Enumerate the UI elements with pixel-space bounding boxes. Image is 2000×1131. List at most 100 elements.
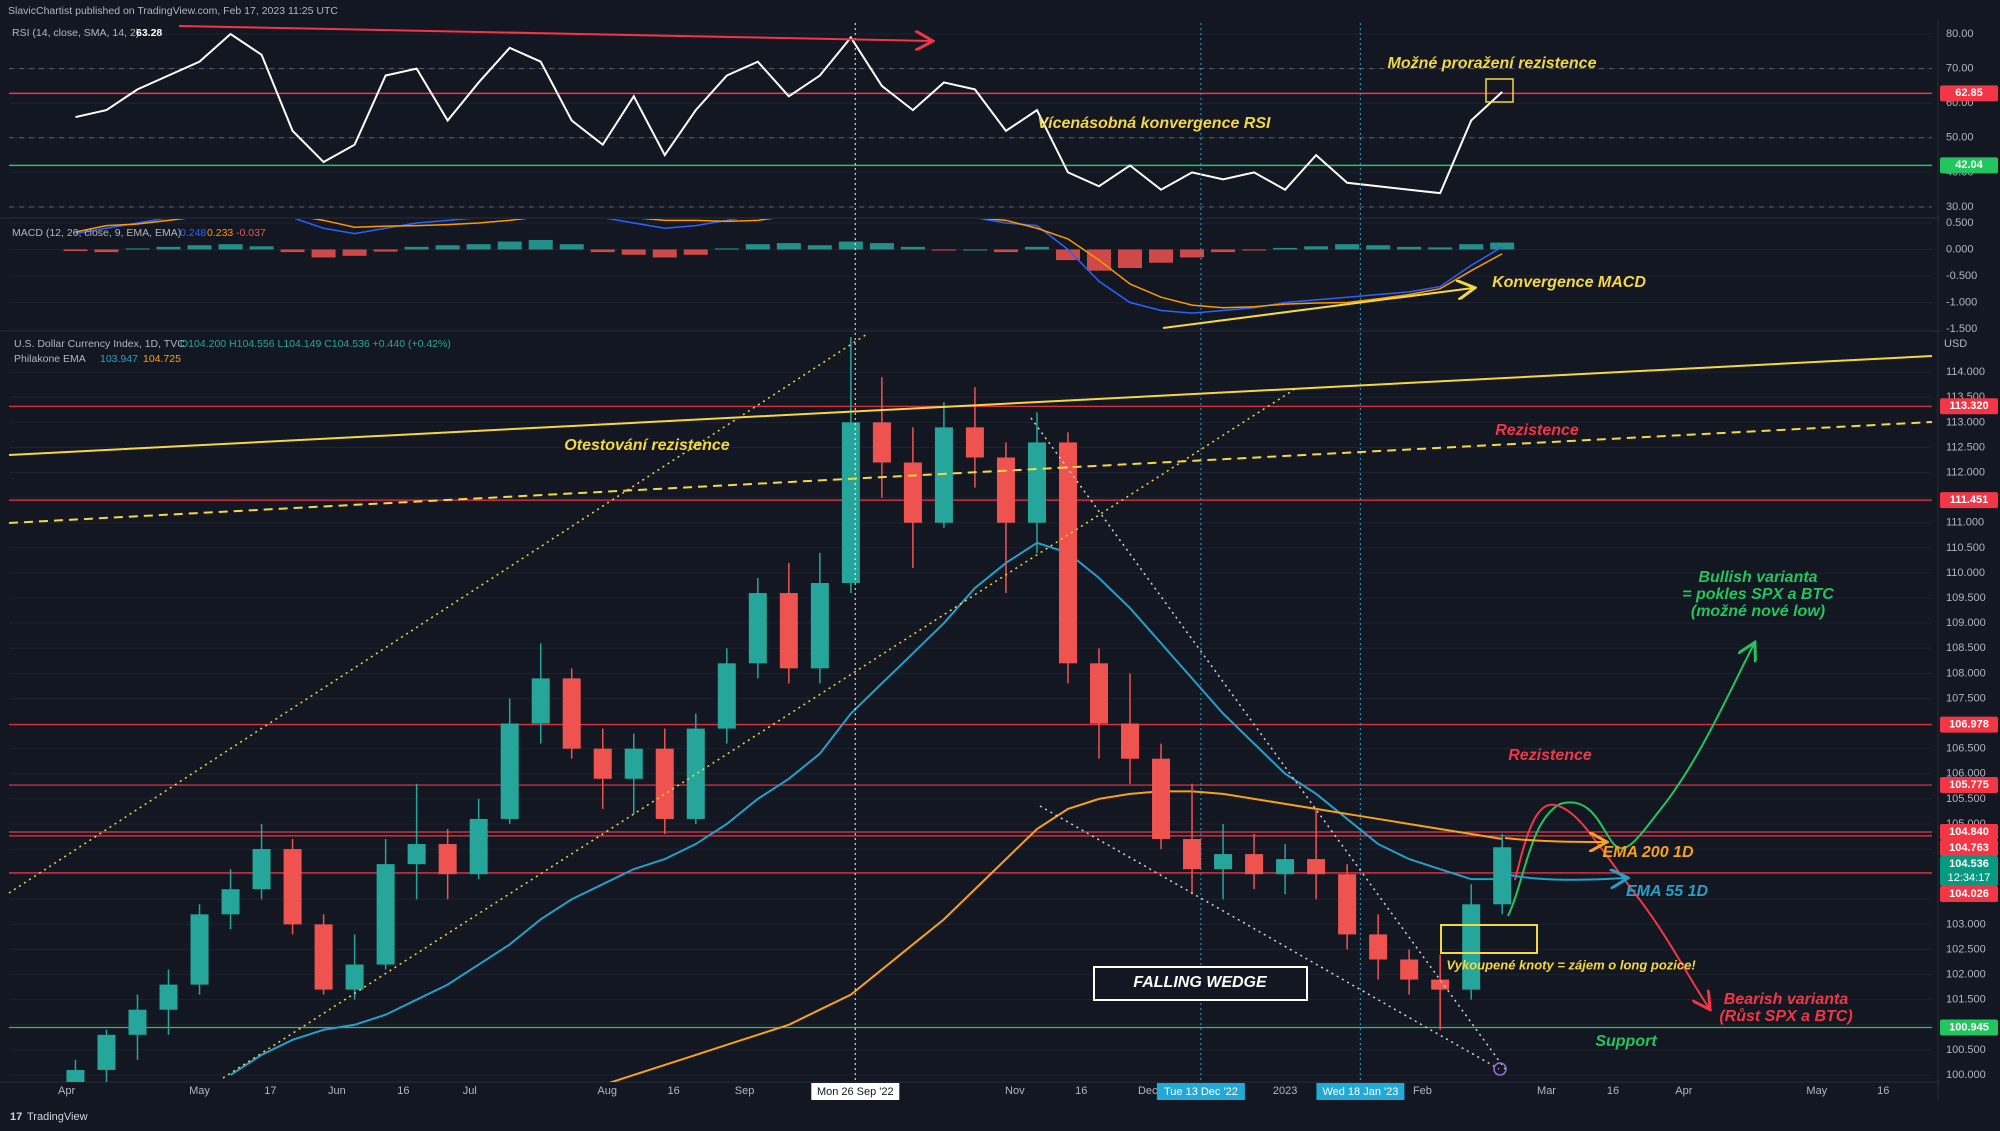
y-tick-label: 100.500 [1946,1044,1986,1056]
candle-body [469,818,488,875]
candle-body [1338,874,1357,935]
price-badge-label: 104.026 [1949,888,1989,900]
x-tick-label: Dec [1138,1085,1158,1097]
bullish-scenario [1507,644,1754,917]
x-tick-label: 16 [1075,1085,1087,1097]
y-tick-label: 106.000 [1946,768,1986,780]
histogram-bar [1335,244,1360,250]
y-tick-label: 108.000 [1946,667,1986,679]
candle-body [376,864,395,965]
macd-title: MACD (12, 26, close, 9, EMA, EMA) [12,227,181,239]
candle-body [779,593,798,669]
y-tick-label: 101.500 [1946,994,1986,1006]
annotation: Vícenásobná konvergence RSI [1038,115,1272,132]
histogram-bar [218,244,243,250]
histogram-bar [962,249,987,251]
indicator-line [608,790,1503,1082]
histogram-bar [311,249,336,258]
annotation: Rezistence [1508,747,1592,764]
x-tick-label: 16 [1607,1085,1619,1097]
x-tick-label: Sep [735,1085,755,1097]
annotation: Konvergence MACD [1492,274,1646,291]
y-tick-label: 105.500 [1946,793,1986,805]
histogram-bar [900,246,925,250]
candle-body [1307,859,1326,875]
candle-body [1089,663,1108,724]
x-tick-label: Jun [328,1085,346,1097]
y-tick-label: 106.500 [1946,743,1986,755]
candle-body [562,678,581,749]
histogram-bar [125,248,150,250]
histogram-bar [776,243,801,250]
y-tick-label: 0.500 [1946,217,1974,229]
candle-body [221,889,240,915]
annotation: Otestování rezistence [564,437,730,454]
annotation: Support [1595,1033,1657,1050]
annotation: Rezistence [1495,422,1579,439]
y-tick-label: 80.00 [1946,28,1974,40]
price-badge-label: 104.840 [1949,826,1989,838]
price-badge [1940,855,1998,886]
date-badge [1156,1083,1245,1100]
histogram-bar [1024,246,1049,250]
histogram-bar [838,241,863,250]
publish-info: SlavicChartist published on TradingView.… [8,5,338,17]
histogram-bar [590,249,615,253]
footer-brand: TradingView [27,1111,88,1123]
annotation: (možné nové low) [1691,603,1825,620]
candle-body [1058,442,1077,664]
rsi-highlight-box [1485,78,1514,103]
y-tick-label: 109.500 [1946,592,1986,604]
histogram-bar [156,246,181,250]
y-tick-label: 111.000 [1946,517,1984,529]
macd-last: 0.248 [180,227,206,239]
annotation: Možné proražení rezistence [1388,55,1597,72]
candle-body [1152,758,1171,840]
price-badge [1940,823,1998,840]
wedge-upper-line [1030,417,1506,1070]
x-tick-label: 16 [1877,1085,1889,1097]
candle-body [345,964,364,990]
y-tick-label: 0.000 [1946,243,1974,255]
symbol-title: U.S. Dollar Currency Index, 1D, TVC [14,338,185,350]
histogram-bar [1397,246,1422,250]
histogram-bar [528,239,553,250]
histogram-bar [1428,247,1453,250]
y-tick-label: 114.000 [1946,366,1985,378]
x-tick-label: Aug [597,1085,617,1097]
date-label: Tue 13 Dec '22 [1164,1086,1238,1098]
currency-label: USD [1944,338,1967,350]
y-tick-label: 103.000 [1946,918,1986,930]
price-badge [1940,492,1998,509]
candle-body [1276,859,1295,875]
candle-body [66,1069,85,1082]
indicator-line [230,541,1503,1076]
histogram-bar [497,241,522,250]
candle-body [500,723,519,819]
indicator-value: 104.725 [143,353,181,365]
annotation: Bullish varianta [1698,569,1817,586]
x-tick-label: May [1806,1085,1827,1097]
y-tick-label: 102.000 [1946,968,1986,980]
histogram-bar [714,248,739,250]
rsi-title: RSI (14, close, SMA, 14, 2) [12,27,139,39]
footer [0,1101,2000,1131]
countdown-label: 12:34:17 [1948,872,1991,884]
price-badge-label: 100.945 [1949,1021,1989,1033]
price-badge-label: 62.85 [1955,87,1983,99]
candle-body [1121,723,1140,759]
histogram-bar [931,249,956,251]
candle-body [1214,854,1233,870]
y-tick-label: 30.00 [1946,201,1974,213]
annotation: = pokles SPX a BTC [1682,586,1834,603]
price-badge-label: 104.763 [1949,842,1989,854]
candle-body [159,984,178,1010]
x-tick-label: 16 [397,1085,409,1097]
y-tick-label: 109.000 [1946,617,1986,629]
histogram-bar [807,245,832,250]
annotation: Bearish varianta [1724,991,1849,1008]
histogram-bar [869,243,894,250]
channel-dotted-line [8,333,868,894]
